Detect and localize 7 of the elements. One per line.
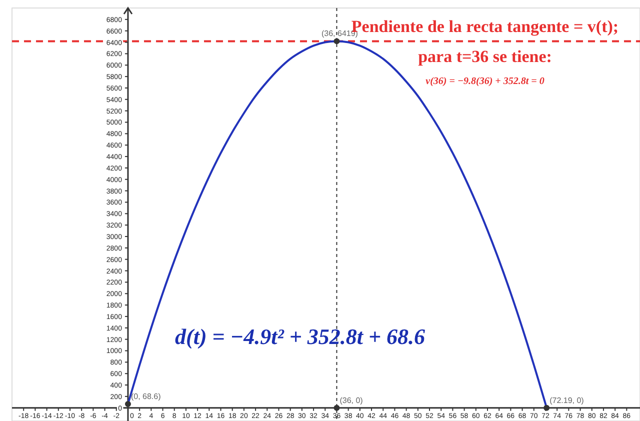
annotation: (72.19, 0): [550, 396, 584, 405]
annotation: v(36) = −9.8(36) + 352.8t = 0: [426, 76, 544, 87]
annotation: (36, 0): [340, 396, 364, 405]
annotation: (0, 68.6): [130, 392, 162, 401]
text: para t=36 se tiene:: [418, 47, 552, 66]
annotation: (36, 6419): [321, 29, 358, 38]
annotation: d(t) = −4.9t² + 352.8t + 68.6: [175, 324, 426, 349]
